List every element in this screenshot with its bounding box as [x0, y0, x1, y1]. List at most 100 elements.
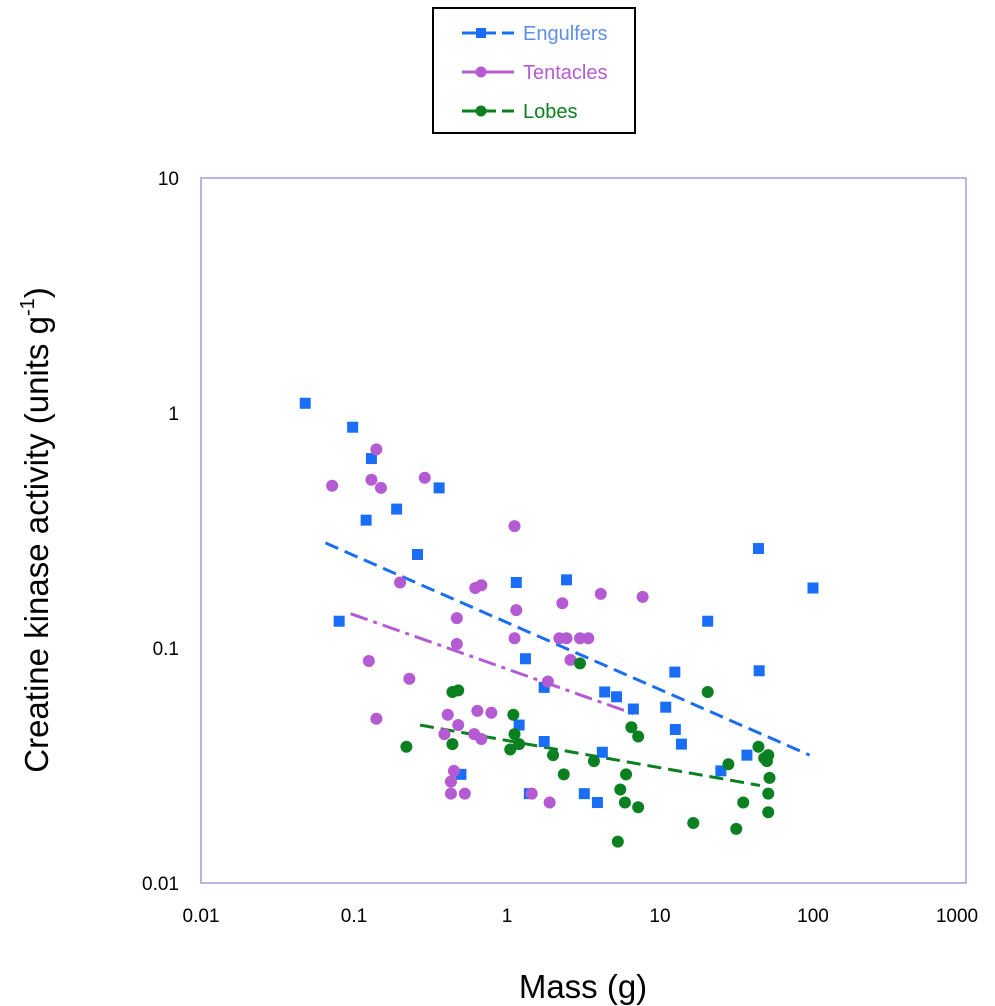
data-point-lobes	[730, 822, 743, 835]
y-tick-label: 0.01	[142, 874, 179, 895]
data-point-engulfers	[596, 746, 608, 758]
data-point-tentacles	[510, 604, 523, 617]
data-point-tentacles	[560, 632, 573, 645]
data-point-lobes	[452, 684, 465, 697]
data-point-engulfers	[538, 736, 550, 748]
x-tick-label: 1	[502, 906, 513, 927]
data-point-engulfers	[411, 548, 423, 560]
data-point-tentacles	[441, 708, 454, 721]
x-tick-label: 0.1	[341, 906, 367, 927]
data-point-tentacles	[556, 597, 569, 610]
data-point-tentacles	[447, 764, 460, 777]
data-point-tentacles	[374, 481, 387, 494]
y-tick-label: 0.1	[153, 639, 179, 660]
legend-label-tentacles: Tentacles	[523, 62, 608, 84]
data-point-lobes	[507, 708, 520, 721]
data-point-lobes	[587, 755, 600, 768]
x-tick-label: 0.01	[183, 906, 220, 927]
data-point-tentacles	[450, 612, 463, 625]
data-point-engulfers	[752, 543, 764, 555]
data-point-lobes	[760, 755, 773, 768]
trend-line-tentacles	[350, 612, 637, 717]
data-point-engulfers	[561, 574, 573, 586]
data-point-tentacles	[543, 796, 556, 809]
data-point-tentacles	[365, 473, 378, 486]
data-point-lobes	[625, 721, 638, 734]
legend-label-engulfers: Engulfers	[523, 23, 608, 45]
plot-area	[200, 177, 967, 884]
data-point-tentacles	[394, 576, 407, 589]
legend-marker-tentacles	[475, 66, 487, 78]
y-axis-title-close: )	[18, 287, 55, 298]
y-axis: 0.01 0.1 1 10	[142, 169, 179, 895]
data-point-lobes	[762, 787, 775, 800]
legend-item-tentacles: Tentacles	[462, 62, 608, 84]
legend-marker-engulfers	[476, 28, 486, 38]
data-point-engulfers	[510, 576, 522, 588]
x-tick-label: 1000	[936, 906, 978, 927]
data-point-lobes	[762, 806, 775, 819]
data-point-engulfers	[741, 749, 753, 761]
y-axis-title-main: Creatine kinase activity (units g	[18, 316, 55, 773]
y-tick-label: 10	[158, 169, 179, 190]
data-point-engulfers	[365, 453, 377, 465]
data-point-tentacles	[444, 775, 457, 788]
data-point-lobes	[701, 685, 714, 698]
data-point-lobes	[611, 835, 624, 848]
x-axis: 0.01 0.1 1 10 100 1000	[183, 906, 979, 927]
y-axis-title: Creatine kinase activity (units g-1)	[17, 287, 55, 773]
data-point-tentacles	[508, 520, 521, 533]
data-point-engulfers	[455, 768, 467, 780]
data-point-engulfers	[538, 681, 550, 693]
data-point-tentacles	[418, 471, 431, 484]
data-point-engulfers	[333, 615, 345, 627]
data-point-tentacles	[636, 590, 649, 603]
x-axis-title: Mass (g)	[519, 968, 647, 1005]
data-point-lobes	[737, 796, 750, 809]
data-point-tentacles	[475, 732, 488, 745]
x-tick-label: 100	[797, 906, 829, 927]
data-point-engulfers	[347, 421, 359, 433]
data-point-lobes	[547, 749, 560, 762]
data-point-tentacles	[573, 632, 586, 645]
data-point-tentacles	[564, 653, 577, 666]
y-tick-label: 1	[168, 404, 179, 425]
trend-line-lobes	[419, 723, 761, 787]
data-point-lobes	[687, 817, 700, 830]
data-points	[299, 397, 819, 848]
data-point-tentacles	[541, 675, 554, 688]
data-point-tentacles	[438, 728, 451, 741]
data-point-tentacles	[525, 787, 538, 800]
data-point-lobes	[618, 796, 631, 809]
data-point-engulfers	[669, 723, 681, 735]
data-point-engulfers	[591, 797, 603, 809]
legend-item-lobes: Lobes	[462, 101, 578, 123]
data-point-engulfers	[715, 765, 727, 777]
data-point-engulfers	[753, 665, 765, 677]
data-point-lobes	[508, 728, 521, 741]
data-point-tentacles	[326, 479, 339, 492]
data-point-tentacles	[362, 655, 375, 668]
data-point-tentacles	[458, 787, 471, 800]
data-point-lobes	[400, 740, 413, 753]
data-point-engulfers	[513, 719, 525, 731]
x-tick-label: 10	[649, 906, 670, 927]
data-point-tentacles	[444, 787, 457, 800]
data-point-tentacles	[582, 632, 595, 645]
trend-lines	[324, 541, 811, 787]
data-point-engulfers	[611, 691, 623, 703]
y-axis-title-sup: -1	[17, 298, 39, 316]
data-point-tentacles	[403, 672, 416, 685]
data-point-lobes	[620, 768, 633, 781]
data-point-engulfers	[807, 582, 819, 594]
legend-item-engulfers: Engulfers	[462, 23, 608, 45]
data-point-tentacles	[471, 704, 484, 717]
data-point-engulfers	[299, 397, 311, 409]
data-point-tentacles	[485, 706, 498, 719]
data-point-lobes	[752, 740, 765, 753]
data-point-tentacles	[370, 712, 383, 725]
data-point-tentacles	[370, 443, 383, 456]
data-point-tentacles	[452, 719, 465, 732]
data-point-engulfers	[660, 701, 672, 713]
